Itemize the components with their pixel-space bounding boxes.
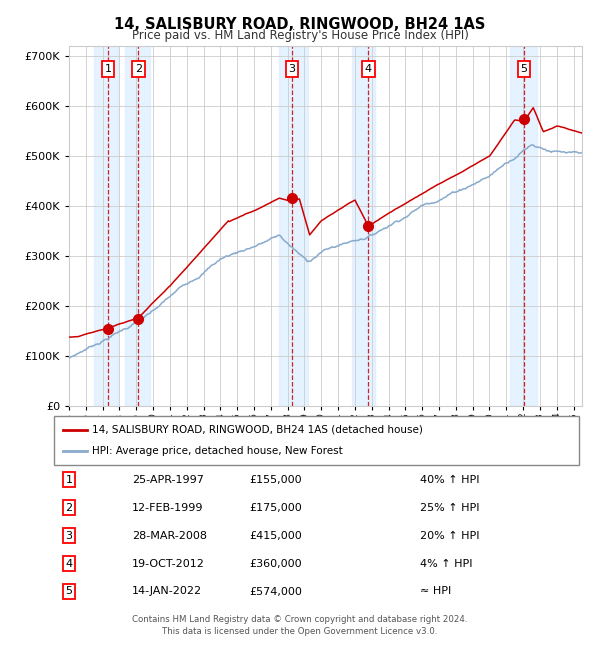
Text: 4: 4 [65, 558, 73, 569]
Text: 40% ↑ HPI: 40% ↑ HPI [420, 474, 479, 485]
Text: £360,000: £360,000 [250, 558, 302, 569]
Text: Price paid vs. HM Land Registry's House Price Index (HPI): Price paid vs. HM Land Registry's House … [131, 29, 469, 42]
Text: £415,000: £415,000 [250, 530, 302, 541]
Text: 19-OCT-2012: 19-OCT-2012 [132, 558, 205, 569]
Text: 25% ↑ HPI: 25% ↑ HPI [420, 502, 479, 513]
Text: £155,000: £155,000 [250, 474, 302, 485]
Text: 2: 2 [135, 64, 142, 74]
Text: 3: 3 [65, 530, 73, 541]
Text: 3: 3 [289, 64, 295, 74]
Bar [352, 46, 375, 406]
Text: 1: 1 [65, 474, 73, 485]
Text: 12-FEB-1999: 12-FEB-1999 [132, 502, 203, 513]
Text: 28-MAR-2008: 28-MAR-2008 [132, 530, 207, 541]
Text: 4% ↑ HPI: 4% ↑ HPI [420, 558, 473, 569]
Text: £175,000: £175,000 [250, 502, 302, 513]
Text: 25-APR-1997: 25-APR-1997 [132, 474, 204, 485]
Text: HPI: Average price, detached house, New Forest: HPI: Average price, detached house, New … [92, 446, 343, 456]
Bar [125, 46, 150, 406]
Bar [94, 46, 118, 406]
Text: 1: 1 [104, 64, 112, 74]
Text: ≈ HPI: ≈ HPI [420, 586, 451, 597]
Text: 5: 5 [520, 64, 527, 74]
Text: 14, SALISBURY ROAD, RINGWOOD, BH24 1AS (detached house): 14, SALISBURY ROAD, RINGWOOD, BH24 1AS (… [92, 424, 422, 435]
Text: 5: 5 [65, 586, 73, 597]
Text: 2: 2 [65, 502, 73, 513]
Text: 20% ↑ HPI: 20% ↑ HPI [420, 530, 479, 541]
Text: £574,000: £574,000 [250, 586, 302, 597]
Text: Contains HM Land Registry data © Crown copyright and database right 2024.
This d: Contains HM Land Registry data © Crown c… [132, 615, 468, 636]
Text: 14-JAN-2022: 14-JAN-2022 [132, 586, 202, 597]
Text: 14, SALISBURY ROAD, RINGWOOD, BH24 1AS: 14, SALISBURY ROAD, RINGWOOD, BH24 1AS [115, 17, 485, 32]
Text: 4: 4 [365, 64, 372, 74]
Bar [509, 46, 536, 406]
Bar [279, 46, 308, 406]
